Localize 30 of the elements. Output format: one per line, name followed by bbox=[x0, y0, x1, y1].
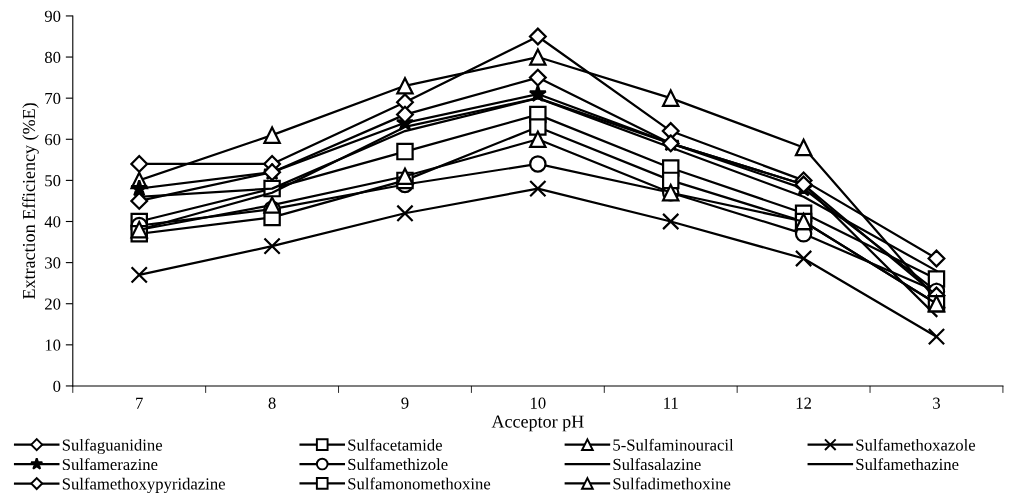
y-tick-label: 10 bbox=[45, 339, 61, 351]
legend-label: Sulfasalazine bbox=[613, 458, 701, 471]
legend-label: Sulfacetamide bbox=[348, 438, 442, 451]
y-tick-label: 80 bbox=[44, 51, 61, 63]
y-tick-label: 50 bbox=[45, 175, 61, 187]
y-tick-label: 20 bbox=[45, 298, 61, 310]
legend-label: Sulfamethazine bbox=[856, 458, 959, 471]
y-axis-title: Extraction Efficiency (%E) bbox=[22, 103, 39, 300]
x-tick-label: 10 bbox=[530, 397, 546, 409]
legend-label: Sulfadimethoxine bbox=[613, 477, 731, 490]
legend-label: Sulfamonomethoxine bbox=[348, 477, 491, 490]
legend-label: 5-Sulfaminouracil bbox=[613, 438, 734, 451]
x-tick-label: 7 bbox=[136, 397, 143, 409]
legend-label: Sulfamethoxypyridazine bbox=[62, 477, 225, 493]
x-tick-label: 8 bbox=[268, 397, 276, 409]
legend-label: Sulfamethoxazole bbox=[856, 438, 976, 451]
x-axis-title: Acceptor pH bbox=[491, 415, 584, 432]
legend-label: Sulfamethizole bbox=[348, 458, 448, 471]
legend-label: Sulfaguanidine bbox=[62, 438, 163, 455]
x-tick-label: 9 bbox=[401, 397, 409, 409]
y-tick-label: 40 bbox=[44, 216, 61, 228]
legend-label: Sulfamerazine bbox=[62, 458, 158, 471]
x-tick-label: 11 bbox=[664, 397, 678, 409]
y-tick-label: 60 bbox=[45, 133, 61, 146]
y-tick-label: 90 bbox=[44, 10, 61, 22]
y-tick-label: 70 bbox=[45, 92, 61, 105]
y-tick-label: 30 bbox=[45, 257, 61, 269]
y-tick-label: 0 bbox=[53, 380, 61, 392]
x-tick-label: 3 bbox=[933, 397, 940, 409]
x-tick-label: 12 bbox=[796, 397, 812, 409]
